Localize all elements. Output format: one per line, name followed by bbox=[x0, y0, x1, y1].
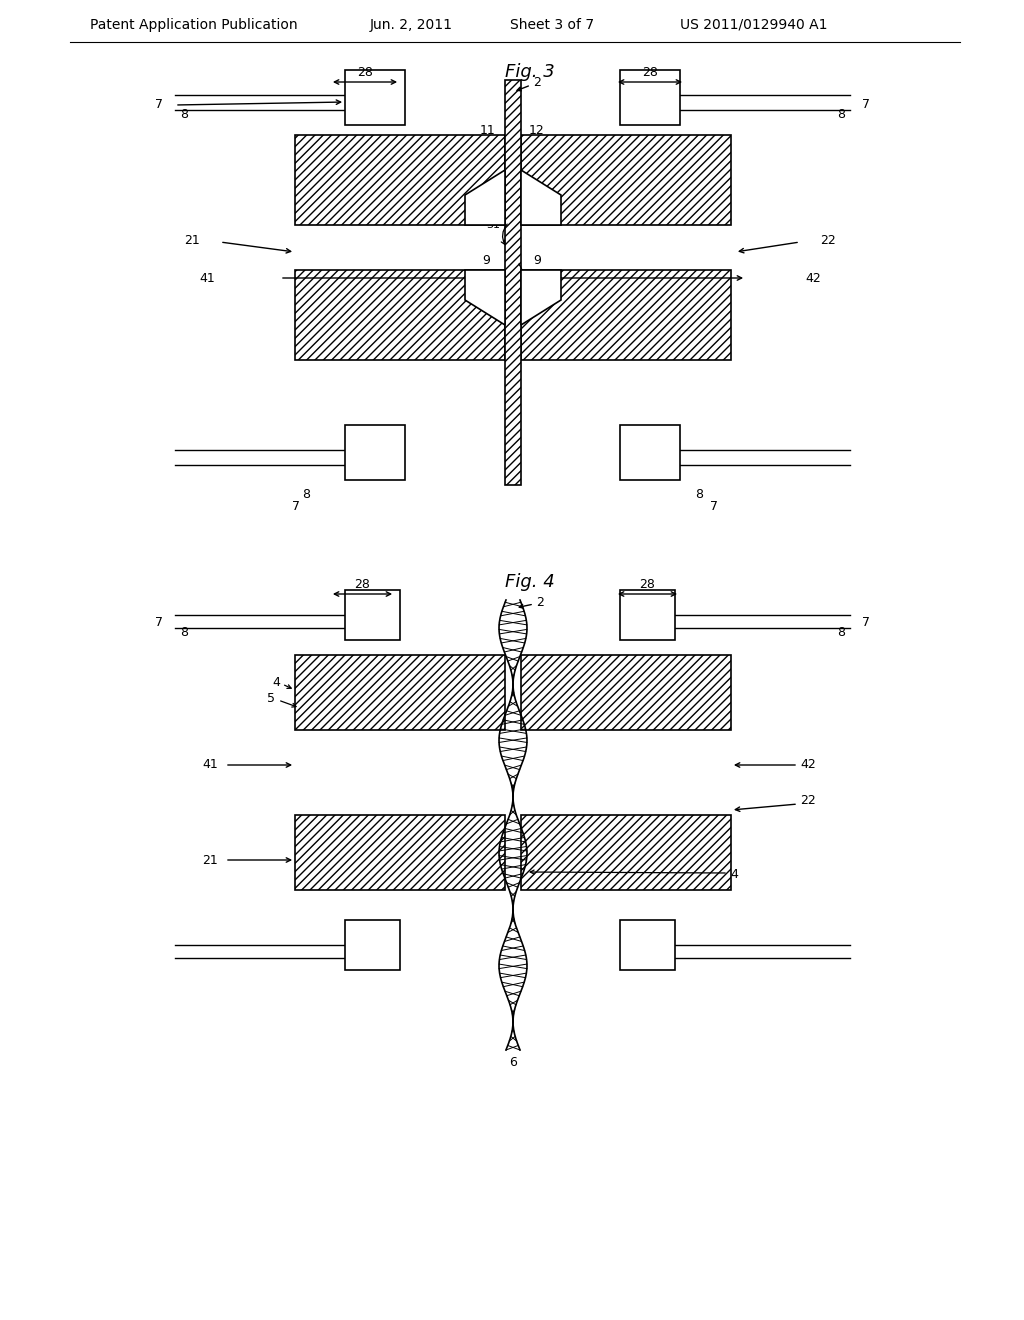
Bar bbox=[295, 271, 505, 360]
Text: 42: 42 bbox=[800, 759, 816, 771]
Bar bbox=[345, 70, 406, 125]
Text: 4: 4 bbox=[272, 676, 280, 689]
Text: 11: 11 bbox=[479, 124, 495, 136]
Text: 5: 5 bbox=[267, 692, 275, 705]
Bar bbox=[521, 271, 731, 360]
Text: 2: 2 bbox=[536, 595, 544, 609]
Text: 41: 41 bbox=[200, 272, 215, 285]
Text: 28: 28 bbox=[354, 578, 370, 590]
Bar bbox=[521, 135, 731, 224]
Text: 8: 8 bbox=[837, 108, 845, 121]
Text: 8: 8 bbox=[302, 488, 310, 502]
Text: 12: 12 bbox=[529, 124, 545, 136]
Bar bbox=[295, 655, 505, 730]
Polygon shape bbox=[521, 271, 561, 325]
Text: 28: 28 bbox=[642, 66, 658, 78]
Text: 8: 8 bbox=[837, 626, 845, 639]
Text: Patent Application Publication: Patent Application Publication bbox=[90, 18, 298, 32]
Text: 9: 9 bbox=[534, 253, 541, 267]
Bar bbox=[620, 920, 675, 970]
Text: 7: 7 bbox=[155, 615, 163, 628]
Polygon shape bbox=[465, 271, 505, 325]
Bar bbox=[345, 425, 406, 480]
Bar bbox=[505, 81, 521, 484]
Text: 8: 8 bbox=[180, 108, 188, 121]
Text: 42: 42 bbox=[805, 272, 821, 285]
Bar bbox=[295, 135, 505, 224]
Text: 41: 41 bbox=[203, 759, 218, 771]
Bar bbox=[345, 920, 400, 970]
Bar bbox=[521, 655, 731, 730]
Text: US 2011/0129940 A1: US 2011/0129940 A1 bbox=[680, 18, 827, 32]
Text: 28: 28 bbox=[357, 66, 373, 78]
Text: 32: 32 bbox=[529, 290, 543, 300]
Bar bbox=[345, 590, 400, 640]
Text: 6: 6 bbox=[509, 1056, 517, 1068]
Text: 28: 28 bbox=[639, 578, 655, 590]
Text: 2: 2 bbox=[534, 77, 541, 90]
Text: 7: 7 bbox=[862, 99, 870, 111]
Text: 7: 7 bbox=[155, 99, 163, 111]
Text: 8: 8 bbox=[180, 626, 188, 639]
Text: Jun. 2, 2011: Jun. 2, 2011 bbox=[370, 18, 453, 32]
Text: Fig. 4: Fig. 4 bbox=[505, 573, 555, 591]
Polygon shape bbox=[521, 170, 561, 224]
Text: 21: 21 bbox=[184, 234, 200, 247]
Text: 7: 7 bbox=[292, 500, 300, 513]
Text: 4: 4 bbox=[730, 869, 738, 882]
Bar bbox=[521, 814, 731, 890]
Bar bbox=[620, 425, 680, 480]
Text: 22: 22 bbox=[820, 234, 836, 247]
Bar bbox=[295, 814, 505, 890]
Text: 31: 31 bbox=[486, 220, 500, 230]
Text: 21: 21 bbox=[203, 854, 218, 866]
Text: Fig. 3: Fig. 3 bbox=[505, 63, 555, 81]
Text: 7: 7 bbox=[862, 615, 870, 628]
Text: 9: 9 bbox=[482, 253, 490, 267]
Text: Sheet 3 of 7: Sheet 3 of 7 bbox=[510, 18, 594, 32]
Text: 7: 7 bbox=[710, 500, 718, 513]
Bar bbox=[620, 70, 680, 125]
Text: 22: 22 bbox=[800, 793, 816, 807]
Text: 8: 8 bbox=[695, 488, 703, 502]
Bar bbox=[620, 590, 675, 640]
Polygon shape bbox=[465, 170, 505, 224]
